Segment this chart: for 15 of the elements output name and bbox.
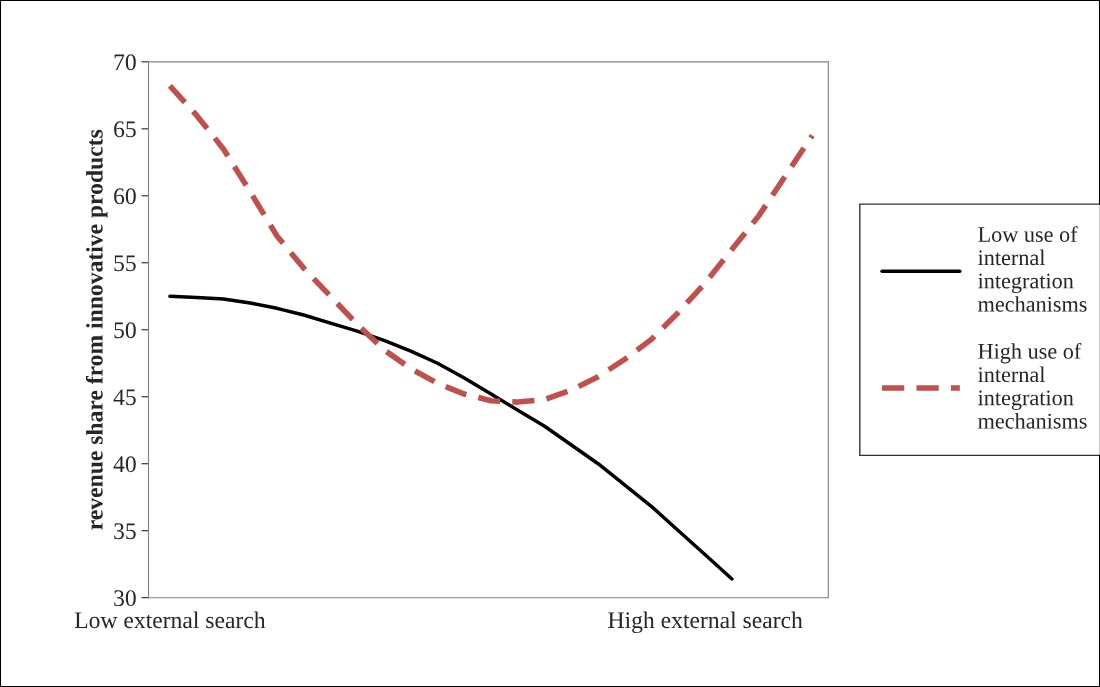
y-tick-label: 60 bbox=[114, 188, 136, 205]
y-tick-label: 70 bbox=[114, 54, 136, 71]
y-tick-label: 40 bbox=[113, 456, 136, 473]
y-tick-label: 30 bbox=[114, 590, 136, 607]
y-tick-label: 65 bbox=[114, 121, 136, 138]
legend-label: Low use of internal integration mechanisms bbox=[978, 226, 1087, 312]
y-tick-label: 35 bbox=[114, 523, 136, 540]
y-tick-label: 50 bbox=[114, 322, 136, 339]
y-axis-title: revenue share from innovative products bbox=[85, 129, 108, 530]
x-tick-label: Low external search bbox=[74, 611, 266, 629]
legend-label: High use of internal integration mechanisms bbox=[978, 342, 1087, 429]
y-tick-label: 55 bbox=[114, 255, 136, 272]
y-tick-label: 45 bbox=[113, 389, 136, 406]
x-tick-label: High external search bbox=[608, 611, 803, 634]
line-series bbox=[168, 294, 734, 581]
